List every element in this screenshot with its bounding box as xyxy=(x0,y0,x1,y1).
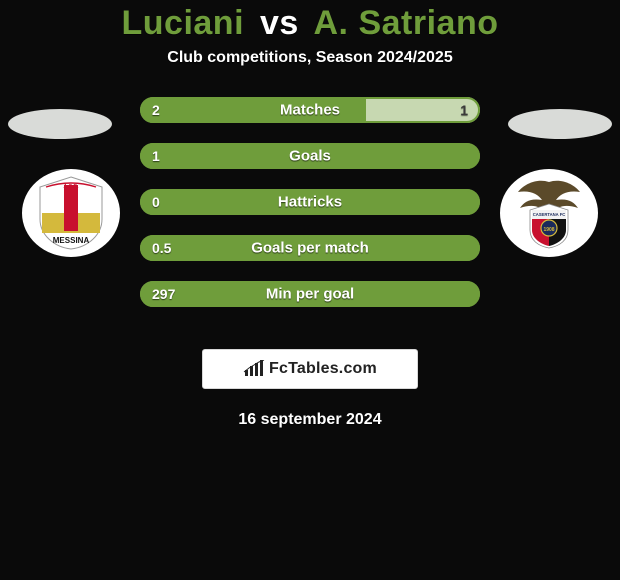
casertana-crest-icon: 1908 CASERTANA FC xyxy=(510,174,588,252)
stat-label: Goals per match xyxy=(251,240,369,257)
club-crest-right: 1908 CASERTANA FC xyxy=(500,169,598,257)
headline: Luciani vs A. Satriano xyxy=(0,4,620,43)
player2-photo-placeholder xyxy=(508,109,612,139)
stat-row: 2 Matches 1 xyxy=(140,97,480,123)
subtitle: Club competitions, Season 2024/2025 xyxy=(0,49,620,67)
stat-value-left: 0.5 xyxy=(152,240,171,256)
stat-value-right: 1 xyxy=(460,102,468,118)
stat-value-left: 297 xyxy=(152,286,175,302)
stat-label: Min per goal xyxy=(266,286,354,303)
player1-photo-placeholder xyxy=(8,109,112,139)
stat-value-left: 1 xyxy=(152,148,160,164)
brand-badge: FcTables.com xyxy=(202,349,418,389)
stat-value-left: 2 xyxy=(152,102,160,118)
bar-chart-icon xyxy=(243,360,265,378)
stat-row: 1 Goals xyxy=(140,143,480,169)
svg-text:A.C.R.: A.C.R. xyxy=(64,184,80,190)
brand-text: FcTables.com xyxy=(269,360,377,378)
infographic-root: Luciani vs A. Satriano Club competitions… xyxy=(0,0,620,580)
svg-text:CASERTANA FC: CASERTANA FC xyxy=(533,212,566,217)
svg-text:MESSINA: MESSINA xyxy=(53,236,90,245)
player2-name: A. Satriano xyxy=(314,4,499,42)
stat-label: Matches xyxy=(280,102,340,119)
stat-label: Goals xyxy=(289,148,331,165)
stat-row: 0 Hattricks xyxy=(140,189,480,215)
stat-row: 0.5 Goals per match xyxy=(140,235,480,261)
vs-separator: vs xyxy=(260,4,299,42)
stat-value-left: 0 xyxy=(152,194,160,210)
snapshot-date: 16 september 2024 xyxy=(0,411,620,429)
messina-crest-icon: MESSINA A.C.R. xyxy=(36,175,106,251)
player1-name: Luciani xyxy=(122,4,245,42)
svg-text:1908: 1908 xyxy=(543,227,554,233)
stat-label: Hattricks xyxy=(278,194,342,211)
stats-column: 2 Matches 1 1 Goals 0 Hattricks 0.5 Goals per ma… xyxy=(140,97,480,307)
club-crest-left: MESSINA A.C.R. xyxy=(22,169,120,257)
stat-row: 297 Min per goal xyxy=(140,281,480,307)
